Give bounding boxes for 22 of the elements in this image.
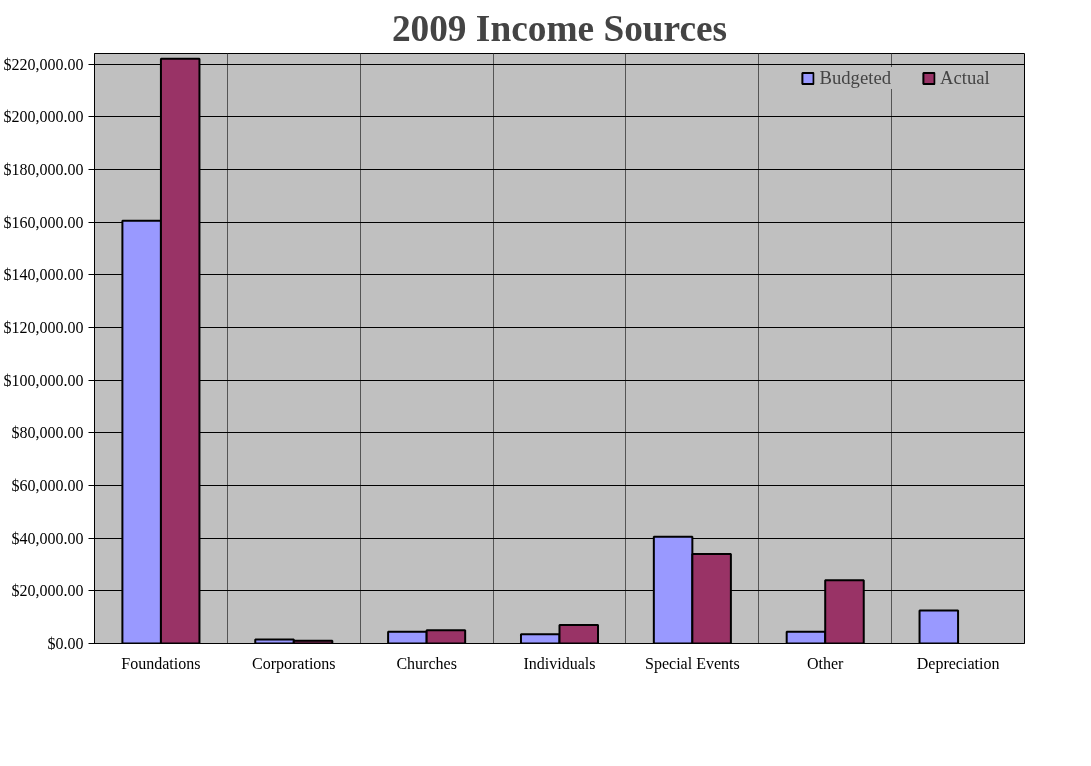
x-tick-label: Other: [807, 654, 845, 672]
x-tick-label: Individuals: [523, 654, 596, 672]
y-tick-label: $180,000.00: [3, 160, 84, 178]
y-tick-label: $100,000.00: [3, 371, 84, 389]
y-tick-label: $20,000.00: [11, 582, 84, 600]
y-tick-label: $160,000.00: [3, 213, 84, 231]
x-tick-label: Churches: [396, 654, 457, 672]
y-tick-label: $220,000.00: [3, 55, 84, 73]
y-tick-label: $40,000.00: [11, 529, 84, 547]
x-tick-label: Depreciation: [916, 654, 1000, 673]
legend-label: Actual: [940, 67, 991, 89]
chart-title: 2009 Income Sources: [391, 7, 728, 49]
y-tick-label: $140,000.00: [3, 266, 84, 284]
y-tick-label: $60,000.00: [11, 476, 84, 494]
x-tick-label: Corporations: [252, 654, 336, 673]
x-tick-label: Foundations: [121, 654, 201, 672]
y-tick-label: $200,000.00: [3, 108, 84, 126]
legend-label: Budgeted: [819, 67, 891, 89]
x-tick-label: Special Events: [645, 654, 740, 673]
y-tick-label: $80,000.00: [11, 424, 84, 442]
y-tick-label: $0.00: [47, 635, 84, 652]
y-tick-label: $120,000.00: [3, 318, 84, 336]
